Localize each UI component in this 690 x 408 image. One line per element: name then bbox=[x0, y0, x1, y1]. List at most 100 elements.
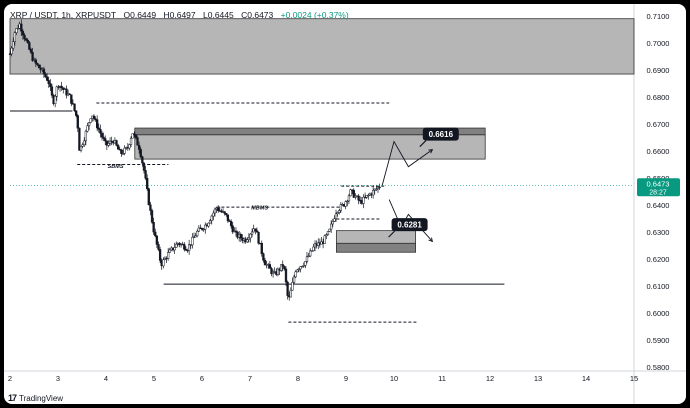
candle-body bbox=[154, 231, 157, 237]
candle-body bbox=[49, 83, 52, 88]
y-tick-label: 0.6200 bbox=[647, 255, 670, 264]
candle-body bbox=[310, 250, 313, 252]
candle-body bbox=[357, 195, 360, 201]
candle-body bbox=[367, 194, 370, 197]
candle-body bbox=[344, 201, 347, 207]
candle-body bbox=[254, 228, 257, 231]
candle-body bbox=[20, 23, 23, 32]
candle-body bbox=[21, 30, 25, 36]
candle-body bbox=[128, 144, 131, 149]
candle-body bbox=[173, 247, 176, 251]
candle-body bbox=[108, 140, 112, 144]
candle-body bbox=[99, 129, 102, 134]
candle-body bbox=[286, 281, 289, 296]
candle-body bbox=[239, 234, 242, 239]
x-tick-label: 2 bbox=[8, 374, 12, 383]
candle-body bbox=[13, 32, 16, 43]
tradingview-branding[interactable]: 17 TradingView bbox=[8, 393, 63, 403]
candle-body bbox=[37, 64, 41, 69]
candle-body bbox=[352, 189, 355, 198]
candle-body bbox=[271, 272, 275, 275]
candle-body bbox=[150, 210, 154, 223]
candle-body bbox=[81, 144, 84, 147]
price-callout-box[interactable] bbox=[422, 127, 459, 141]
candle-body bbox=[210, 215, 213, 221]
zone-light[interactable] bbox=[335, 230, 416, 244]
zone-dark[interactable] bbox=[335, 242, 416, 253]
y-tick-label: 0.6900 bbox=[647, 66, 670, 75]
candle-body bbox=[79, 146, 83, 151]
candle-body bbox=[202, 228, 205, 231]
candle-body bbox=[47, 80, 50, 84]
candle-body bbox=[83, 140, 86, 146]
candle-body bbox=[336, 212, 339, 214]
candle-body bbox=[246, 239, 249, 243]
candle-body bbox=[217, 207, 220, 211]
candle-body bbox=[247, 237, 251, 240]
candle-body bbox=[92, 115, 96, 120]
x-tick-label: 4 bbox=[104, 374, 108, 383]
x-tick-label: 15 bbox=[630, 374, 638, 383]
price-chart[interactable]: SBMS MBMS 0.6616 0.6281 0.7100 0.7000 0.6900 0.… bbox=[4, 4, 686, 404]
price-callout-label: 0.6616 bbox=[429, 130, 454, 139]
candle-body bbox=[15, 28, 18, 33]
candle-body bbox=[107, 143, 110, 146]
candle-body bbox=[116, 145, 120, 150]
candle-body bbox=[123, 147, 126, 154]
candle-body bbox=[283, 266, 286, 270]
candle-body bbox=[255, 230, 259, 233]
candle-body bbox=[257, 231, 260, 244]
candle-body bbox=[26, 39, 29, 43]
price-callout-box[interactable] bbox=[391, 218, 428, 232]
candle-body bbox=[326, 231, 330, 235]
low-value: L0.6445 bbox=[203, 10, 234, 20]
candle-body bbox=[120, 149, 123, 154]
bar-countdown: 28:27 bbox=[649, 189, 667, 196]
candle-body bbox=[276, 268, 280, 275]
candle-body bbox=[375, 188, 378, 190]
projection-up-path[interactable] bbox=[381, 140, 433, 187]
zone-light[interactable] bbox=[9, 18, 635, 75]
candle-body bbox=[55, 86, 58, 97]
x-tick-label: 7 bbox=[248, 374, 252, 383]
candle-body bbox=[144, 170, 147, 179]
candle-body bbox=[279, 264, 283, 271]
candle-body bbox=[234, 230, 238, 233]
candle-body bbox=[339, 204, 343, 211]
candle-body bbox=[8, 53, 12, 55]
candle-body bbox=[268, 264, 271, 269]
candle-body bbox=[129, 137, 133, 145]
candle-body bbox=[86, 125, 89, 132]
candle-body bbox=[70, 94, 73, 104]
y-tick-label: 0.6100 bbox=[647, 282, 670, 291]
candle-body bbox=[155, 235, 159, 245]
candle-body bbox=[249, 233, 252, 239]
candle-body bbox=[75, 110, 78, 116]
candle-body bbox=[330, 223, 333, 230]
candle-body bbox=[44, 73, 47, 78]
x-tick-label: 12 bbox=[486, 374, 494, 383]
candle-body bbox=[45, 76, 49, 81]
candle-body bbox=[289, 289, 292, 298]
candle-body bbox=[65, 88, 68, 96]
candle-body bbox=[76, 115, 79, 129]
candle-body bbox=[162, 259, 165, 267]
y-tick-label: 0.6600 bbox=[647, 147, 670, 156]
x-tick-label: 6 bbox=[200, 374, 204, 383]
candle-body bbox=[36, 63, 39, 66]
x-tick-label: 5 bbox=[152, 374, 156, 383]
candle-body bbox=[331, 221, 334, 225]
candle-body bbox=[60, 85, 63, 89]
candle-body bbox=[263, 260, 267, 266]
candle-body bbox=[349, 189, 352, 197]
symbol-label[interactable]: XRP / USDT, 1h, XRPUSDT bbox=[10, 10, 117, 20]
candle-body bbox=[305, 256, 309, 262]
current-price-badge[interactable] bbox=[637, 178, 680, 197]
candle-body bbox=[302, 265, 305, 267]
y-tick-label: 0.6700 bbox=[647, 120, 670, 129]
structure-annotation: SBMS bbox=[108, 164, 124, 170]
candle-body bbox=[133, 133, 136, 136]
candle-body bbox=[141, 156, 144, 164]
chart-panel: SBMS MBMS 0.6616 0.6281 0.7100 0.7000 0.6900 0.… bbox=[4, 4, 686, 404]
